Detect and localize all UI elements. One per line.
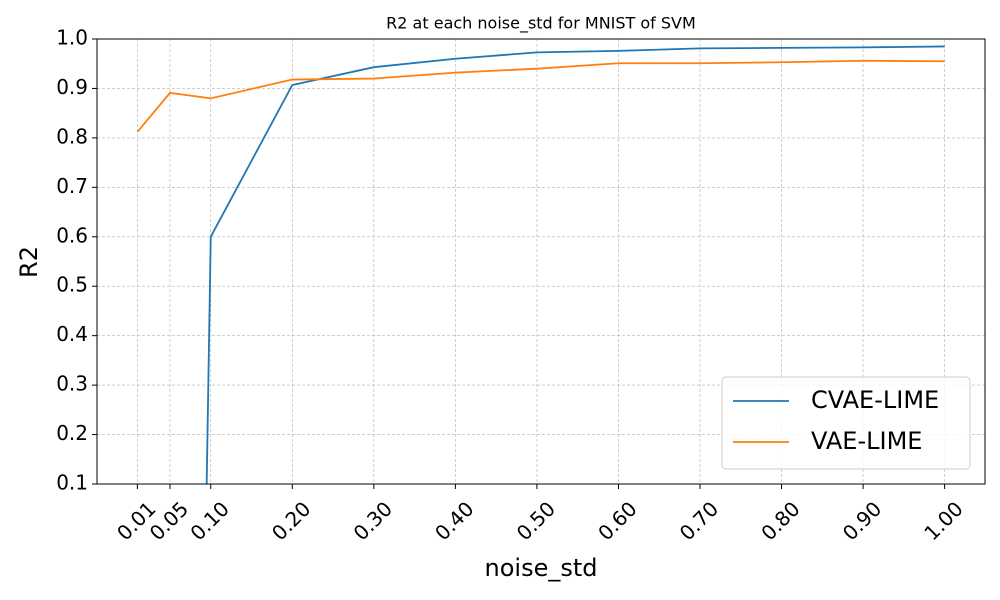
x-axis-label: noise_std [485,554,598,582]
x-tick-label: 0.05 [145,497,193,545]
data-line [205,45,945,484]
x-tick-label: 0.30 [349,497,397,545]
y-axis-label: R2 [15,246,43,278]
x-tick-label: 0.90 [838,497,886,545]
legend-label: VAE-LIME [811,427,922,455]
y-tick-label: 0.2 [56,421,88,445]
y-tick-label: 0.8 [56,124,88,148]
y-tick-label: 0.9 [56,75,88,99]
y-tick-label: 0.3 [56,372,88,396]
x-tick-label: 0.80 [756,497,804,545]
chart-title: R2 at each noise_std for MNIST of SVM [386,14,696,34]
x-tick-label: 0.40 [430,497,478,545]
plot-frame [96,38,986,485]
x-tick-label: 0.20 [267,497,315,545]
y-tick-label: 0.1 [56,471,88,495]
series-group [136,59,945,133]
legend-label: CVAE-LIME [811,386,939,414]
data-line [136,59,945,133]
y-tick-label: 0.6 [56,223,88,247]
y-tick-label: 1.0 [56,26,88,50]
series-group [205,45,945,484]
x-tick-label: 0.10 [185,497,233,545]
x-tick-label: 0.70 [675,497,723,545]
y-tick-label: 0.7 [56,174,88,198]
x-tick-label: 0.60 [593,497,641,545]
legend-box [721,376,971,470]
y-tick-label: 0.5 [56,273,88,297]
x-tick-label: 1.00 [919,497,967,545]
y-tick-label: 0.4 [56,322,88,346]
x-tick-label: 0.50 [512,497,560,545]
